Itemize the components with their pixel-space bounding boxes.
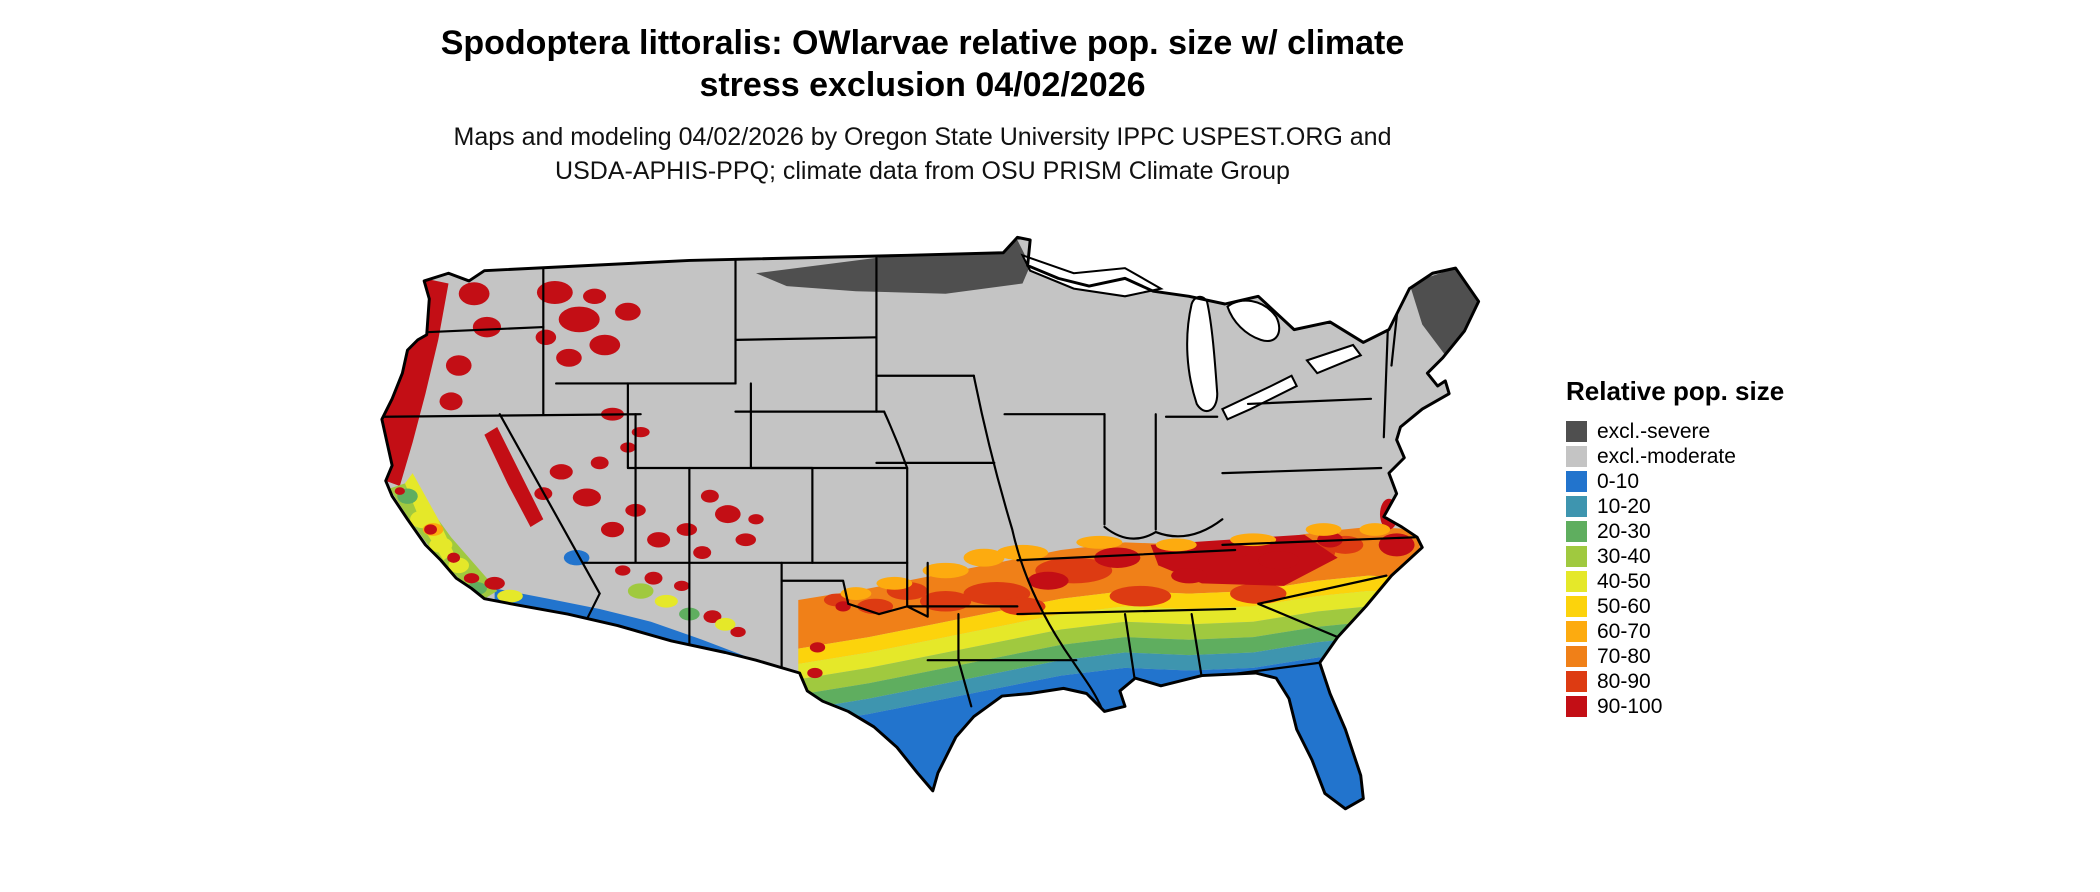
- zone-90-100-patches-south: [809, 498, 1415, 653]
- legend-label: 60-70: [1597, 620, 1651, 643]
- legend-item: 60-70: [1566, 619, 1866, 644]
- great-lakes: [1020, 253, 1363, 421]
- legend-item: excl.-severe: [1566, 419, 1866, 444]
- band-10-20: [798, 637, 1420, 726]
- legend-swatch-40-50: [1566, 571, 1587, 592]
- zone-southwest-mixed-patches: [627, 583, 736, 631]
- legend-item: 40-50: [1566, 569, 1866, 594]
- us-choropleth-map: [380, 235, 1481, 811]
- legend-item: 80-90: [1566, 669, 1866, 694]
- zone-90-100-mountain-patches: [534, 407, 823, 679]
- legend-swatch-50-60: [1566, 596, 1587, 617]
- state-borders: [383, 254, 1419, 710]
- legend-item: 90-100: [1566, 694, 1866, 719]
- legend-item: 10-20: [1566, 494, 1866, 519]
- band-40-50: [798, 591, 1420, 680]
- us-map-panel: [305, 222, 1535, 878]
- legend-swatch-0-10: [1566, 471, 1587, 492]
- legend-item: 0-10: [1566, 469, 1866, 494]
- legend-label: 80-90: [1597, 670, 1651, 693]
- legend-item: 70-80: [1566, 644, 1866, 669]
- legend-item: 20-30: [1566, 519, 1866, 544]
- legend-label: 50-60: [1597, 595, 1651, 618]
- lake-ontario: [1305, 343, 1363, 375]
- lake-erie: [1220, 374, 1299, 421]
- legend-item: 50-60: [1566, 594, 1866, 619]
- legend-swatch-90-100: [1566, 696, 1587, 717]
- map-raster-fills: [381, 237, 1479, 809]
- legend-swatch-20-30: [1566, 521, 1587, 542]
- figure-subtitle: Maps and modeling 04/02/2026 by Oregon S…: [0, 120, 1845, 188]
- legend-label: 20-30: [1597, 520, 1651, 543]
- legend-swatch-70-80: [1566, 646, 1587, 667]
- legend-label: 90-100: [1597, 695, 1663, 718]
- legend-item: 30-40: [1566, 544, 1866, 569]
- legend-swatch-60-70: [1566, 621, 1587, 642]
- zone-california-mosaic: [389, 473, 523, 603]
- legend-item: excl.-moderate: [1566, 444, 1866, 469]
- figure-subtitle-line2: USDA-APHIS-PPQ; climate data from OSU PR…: [555, 157, 1290, 185]
- legend-swatch-30-40: [1566, 546, 1587, 567]
- lake-superior: [1020, 253, 1164, 298]
- figure-title-line2: stress exclusion 04/02/2026: [699, 66, 1146, 104]
- figure-title: Spodoptera littoralis: OWlarvae relative…: [0, 22, 1845, 106]
- zone-60-70-patches: [840, 523, 1391, 600]
- legend-swatch-excl-moderate: [1566, 446, 1587, 467]
- legend-label: 40-50: [1597, 570, 1651, 593]
- figure-title-line1: Spodoptera littoralis: OWlarvae relative…: [440, 24, 1405, 62]
- band-20-30: [798, 621, 1420, 711]
- figure-subtitle-line1: Maps and modeling 04/02/2026 by Oregon S…: [453, 123, 1392, 151]
- us-outline: [380, 235, 1481, 811]
- legend: Relative pop. size excl.-severe excl.-mo…: [1566, 376, 1866, 719]
- legend-label: 70-80: [1597, 645, 1651, 668]
- legend-label: excl.-moderate: [1597, 445, 1736, 468]
- legend-label: 10-20: [1597, 495, 1651, 518]
- band-30-40: [798, 606, 1420, 695]
- zone-90-100-west-coast: [381, 278, 641, 527]
- lake-huron: [1226, 299, 1281, 343]
- legend-label: 30-40: [1597, 545, 1651, 568]
- legend-swatch-excl-severe: [1566, 421, 1587, 442]
- legend-swatch-80-90: [1566, 671, 1587, 692]
- legend-label: 0-10: [1597, 470, 1640, 493]
- legend-swatch-10-20: [1566, 496, 1587, 517]
- legend-label: excl.-severe: [1597, 420, 1711, 443]
- legend-title: Relative pop. size: [1566, 376, 1785, 406]
